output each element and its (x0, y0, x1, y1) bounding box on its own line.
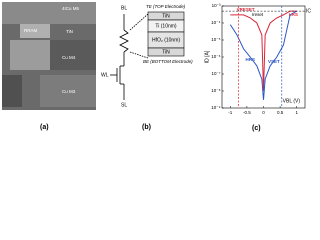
compliance-label: IC (306, 8, 311, 14)
figure: 4ICu M5 RRAM TiN Cu M4 Cu M3 (a) BL WL S… (2, 2, 311, 132)
terminal-label: WL (101, 72, 109, 78)
iv-curve (230, 10, 297, 92)
tem-label: RRAM (24, 28, 38, 33)
x-tick-label: 0.5 (277, 110, 284, 115)
y-tick-label: 10⁻⁵ (211, 37, 220, 42)
x-tick-label: -0.5 (243, 110, 251, 115)
layer-label: TiN (162, 13, 170, 19)
x-tick-label: 1 (295, 110, 298, 115)
tem-image (2, 2, 96, 110)
panel-caption: (a) (40, 124, 49, 131)
terminal-label: BL (121, 5, 127, 11)
bottom-electrode-label: BE (BOTTOM Electrode) (143, 59, 193, 64)
layer-label: HfO₂ (10nm) (152, 37, 180, 43)
curve-label: LRS (289, 12, 298, 17)
curve-label: HRS (245, 57, 255, 62)
tem-label: Cu M4 (62, 55, 76, 60)
panel-caption: (b) (142, 124, 151, 131)
layer-label: TiN (162, 49, 170, 55)
terminal-label: SL (121, 102, 127, 108)
layer-label: Ti (10nm) (155, 23, 177, 29)
panel-caption: (c) (252, 125, 261, 132)
y-tick-label: 10⁻⁴ (211, 20, 220, 25)
threshold-label: VRESET (237, 7, 255, 12)
threshold-label: VSET (268, 59, 280, 64)
y-tick-label: 10⁻⁶ (211, 54, 220, 59)
y-tick-label: 10⁻⁸ (211, 88, 220, 93)
plot-frame (221, 5, 306, 109)
x-tick-label: -1 (228, 110, 232, 115)
y-tick-label: 10⁻⁹ (211, 105, 220, 110)
y-axis-label: ID [A] (204, 50, 210, 63)
top-electrode-label: TE (TOP Electrode) (146, 4, 186, 9)
x-axis-label: VBL (V) (283, 98, 301, 104)
y-tick-label: 10⁻⁷ (211, 71, 220, 76)
layer-stack (147, 11, 185, 57)
x-tick-label: 0 (262, 110, 265, 115)
annotation: Ireset (252, 12, 264, 17)
tem-label: Cu M3 (62, 89, 76, 94)
tem-label: TiN (66, 29, 73, 34)
circuit (110, 13, 149, 100)
y-tick-label: 10⁻³ (212, 3, 221, 8)
tem-label: 4ICu M5 (62, 6, 80, 11)
iv-curve (229, 10, 297, 100)
